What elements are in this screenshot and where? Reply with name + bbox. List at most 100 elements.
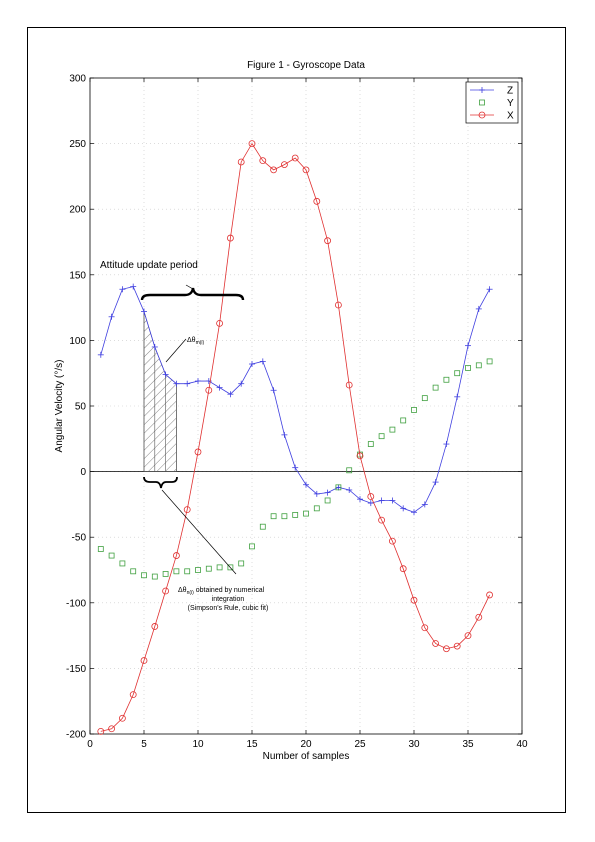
series-y <box>97 358 493 580</box>
annotation-delta-n-line2: integration <box>212 596 245 603</box>
data-point-z <box>389 497 396 504</box>
data-point-y <box>389 426 396 433</box>
leader-delta-m <box>165 338 187 363</box>
data-point-z <box>367 500 374 507</box>
x-axis-label: Number of samples <box>263 751 350 762</box>
data-point-z <box>173 380 180 387</box>
data-point-z <box>486 286 493 293</box>
data-point-z <box>184 380 191 387</box>
data-point-z <box>205 378 212 385</box>
data-point-y <box>400 417 407 424</box>
data-point-y <box>465 365 471 371</box>
legend-marker <box>479 99 485 106</box>
annotation-attitude-update: Attitude update period <box>100 260 198 271</box>
leader-attitude <box>185 284 194 290</box>
data-point-z <box>281 431 288 438</box>
data-point-x <box>291 154 299 162</box>
y-tick-label: 100 <box>69 336 86 347</box>
data-point-z <box>335 484 342 491</box>
data-point-x <box>486 591 494 599</box>
data-point-x <box>432 640 440 647</box>
leader-delta-n <box>161 489 237 575</box>
data-point-x <box>216 319 224 327</box>
data-point-z <box>475 305 482 312</box>
annotations: Attitude update period Δθm(i) Δθn(i) obtai… <box>100 260 268 612</box>
axis-ticks: 0 5 10 15 20 25 30 35 40 -200 -150 -100 -50 0 50 100 150… <box>66 74 528 751</box>
data-point-x <box>162 587 170 595</box>
data-point-z <box>324 489 331 496</box>
data-point-z <box>119 286 126 293</box>
y-tick-label: -150 <box>66 664 86 675</box>
x-tick-label: 0 <box>87 739 93 750</box>
legend-label: X <box>507 111 514 122</box>
data-point-y <box>475 362 482 369</box>
y-axis-label: Angular Velocity (°/s) <box>54 360 65 453</box>
annotation-delta-n: Δθn(i) obtained by numerical <box>178 587 265 596</box>
y-tick-label: 150 <box>69 270 86 281</box>
legend-item-x: X <box>470 111 514 122</box>
data-point-z <box>346 486 353 493</box>
data-point-x <box>259 157 267 165</box>
data-point-x <box>388 537 396 545</box>
data-point-z <box>303 481 309 488</box>
legend-label: Z <box>507 86 513 97</box>
data-point-z <box>216 384 223 391</box>
data-point-x <box>248 140 256 148</box>
data-point-y <box>443 376 450 383</box>
data-point-z <box>238 380 245 387</box>
x-tick-label: 35 <box>462 739 474 750</box>
data-point-z <box>400 505 407 512</box>
data-point-z <box>259 358 266 365</box>
series-x <box>97 140 494 735</box>
data-point-y <box>119 560 126 567</box>
annotation-delta-n-line3: (Simpson's Rule, cubic fit) <box>188 605 269 612</box>
data-point-y <box>292 511 299 518</box>
y-tick-label: 0 <box>80 467 86 478</box>
data-point-y <box>151 573 158 580</box>
legend-item-z: Z <box>470 86 513 97</box>
data-point-z <box>270 387 277 394</box>
annotation-under <box>143 311 177 472</box>
data-point-x <box>421 624 429 632</box>
data-point-z <box>141 308 147 315</box>
legend-box <box>465 81 519 124</box>
data-point-y <box>173 568 180 575</box>
legend-marker <box>478 111 486 119</box>
data-point-y <box>270 513 277 520</box>
data-point-z <box>432 479 439 486</box>
data-point-x <box>453 642 461 650</box>
data-point-y <box>249 543 255 550</box>
data-point-x <box>194 448 202 456</box>
y-tick-label: -100 <box>66 598 86 609</box>
data-point-x <box>280 161 288 168</box>
data-point-y <box>141 572 147 579</box>
data-point-z <box>357 496 363 503</box>
data-point-x <box>183 506 191 514</box>
y-tick-label: 200 <box>69 205 86 216</box>
data-point-y <box>162 571 169 577</box>
legend-marker <box>479 87 485 93</box>
x-tick-label: 40 <box>516 739 528 750</box>
data-point-y <box>184 568 191 575</box>
data-point-z <box>130 283 137 290</box>
y-tick-label: 250 <box>69 139 86 150</box>
data-point-x <box>334 301 342 309</box>
data-point-x <box>129 691 137 699</box>
y-tick-label: -200 <box>66 730 86 741</box>
integration-area <box>143 311 177 472</box>
legend: ZYX <box>465 81 519 124</box>
legend-item-y: Y <box>479 98 514 109</box>
data-point-z <box>465 342 471 349</box>
data-point-x <box>237 158 245 166</box>
data-point-z <box>421 501 428 508</box>
data-point-x <box>97 727 105 735</box>
data-point-y <box>216 564 223 571</box>
chart-title: Figure 1 - Gyroscope Data <box>247 60 365 71</box>
data-point-x <box>356 452 364 460</box>
x-tick-label: 15 <box>246 739 258 750</box>
data-point-x <box>313 197 321 205</box>
data-point-y <box>324 497 331 504</box>
series-z <box>97 283 493 516</box>
data-point-y <box>432 384 439 391</box>
